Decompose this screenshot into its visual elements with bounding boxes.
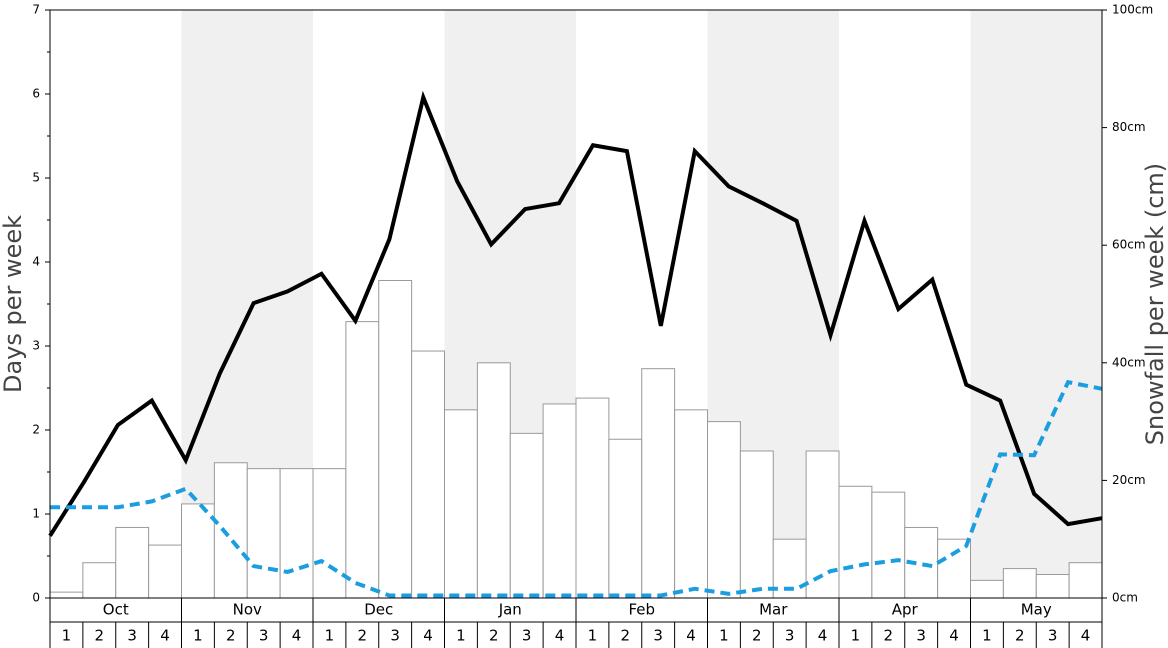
bar — [1002, 568, 1037, 599]
week-label: 3 — [653, 627, 663, 645]
week-label: 1 — [62, 627, 72, 645]
week-label: 4 — [160, 627, 170, 645]
month-label: Jan — [498, 601, 522, 619]
bar — [937, 538, 971, 599]
week-label: 2 — [489, 627, 499, 645]
bar — [246, 468, 281, 599]
month-label: Nov — [233, 601, 262, 619]
week-label: 2 — [621, 627, 631, 645]
bar — [312, 468, 347, 599]
month-shade — [970, 10, 1102, 598]
week-label: 1 — [719, 627, 729, 645]
week-label: 1 — [325, 627, 335, 645]
bar — [378, 279, 413, 599]
bar — [739, 450, 774, 599]
week-label: 4 — [818, 627, 828, 645]
week-label: 2 — [358, 627, 368, 645]
week-label: 1 — [851, 627, 861, 645]
week-label: 2 — [1015, 627, 1025, 645]
week-label: 4 — [292, 627, 302, 645]
y-tick-label: 5 — [32, 171, 40, 185]
month-label: Apr — [892, 601, 919, 619]
week-label: 3 — [390, 627, 400, 645]
y-tick-label: 6 — [32, 87, 40, 101]
bar — [213, 462, 248, 599]
bar — [115, 526, 150, 599]
week-label: 1 — [193, 627, 203, 645]
bar — [707, 421, 741, 599]
week-label: 4 — [949, 627, 959, 645]
y-tick-label: 3 — [32, 339, 40, 353]
week-label: 4 — [686, 627, 696, 645]
y2-tick-label: 100cm — [1112, 3, 1153, 17]
bar — [871, 491, 906, 599]
bar — [575, 397, 610, 599]
bar — [181, 503, 215, 599]
y2-axis-label: Snowfall per week (cm) — [1141, 163, 1168, 445]
line — [50, 379, 1103, 598]
week-label: 3 — [1048, 627, 1058, 645]
y-tick-label: 2 — [32, 423, 40, 437]
bar — [641, 368, 676, 599]
week-label: 1 — [456, 627, 466, 645]
bar — [279, 468, 314, 599]
month-label: Feb — [628, 601, 655, 619]
bar — [608, 438, 643, 599]
month-label: Mar — [759, 601, 788, 619]
y2-tick-label: 60cm — [1112, 238, 1146, 252]
line — [48, 90, 1103, 537]
month-label: May — [1021, 601, 1052, 619]
bar — [838, 485, 873, 599]
bar — [444, 409, 478, 599]
y-tick-label: 4 — [32, 255, 40, 269]
month-label: Oct — [103, 601, 129, 619]
bar — [411, 350, 445, 599]
bar — [542, 403, 577, 599]
bar — [674, 409, 708, 599]
y2-tick-label: 0cm — [1112, 591, 1138, 605]
week-label: 4 — [423, 627, 433, 645]
week-label: 3 — [522, 627, 532, 645]
bar — [1035, 573, 1070, 599]
bar — [49, 591, 84, 599]
week-label: 3 — [916, 627, 926, 645]
week-label: 2 — [226, 627, 236, 645]
y2-tick-label: 40cm — [1112, 355, 1146, 369]
week-label: 3 — [259, 627, 269, 645]
bar — [82, 562, 117, 599]
y-tick-label: 7 — [32, 3, 40, 17]
week-label: 2 — [884, 627, 894, 645]
week-label: 3 — [785, 627, 795, 645]
week-label: 2 — [95, 627, 105, 645]
bar — [509, 432, 544, 599]
week-label: 4 — [1081, 627, 1091, 645]
y-axis-label: Days per week — [0, 215, 27, 393]
bar — [1068, 562, 1103, 599]
week-label: 2 — [752, 627, 762, 645]
y-tick-label: 0 — [32, 591, 40, 605]
month-label: Dec — [364, 601, 393, 619]
bar — [345, 321, 380, 599]
bar — [970, 579, 1004, 599]
y-tick-label: 1 — [32, 507, 40, 521]
y2-tick-label: 80cm — [1112, 120, 1146, 134]
bar — [476, 362, 511, 599]
week-label: 1 — [588, 627, 598, 645]
week-label: 1 — [982, 627, 992, 645]
bar — [148, 544, 182, 599]
week-label: 3 — [127, 627, 137, 645]
week-label: 4 — [555, 627, 565, 645]
y2-tick-label: 20cm — [1112, 473, 1146, 487]
